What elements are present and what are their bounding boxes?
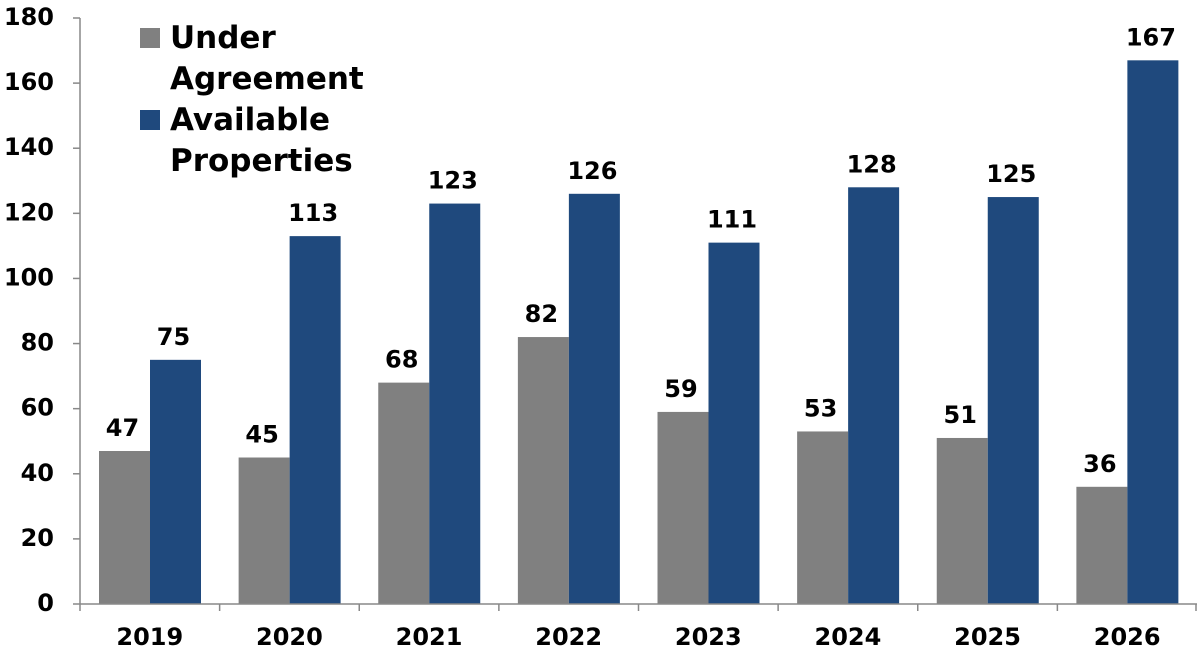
bar (987, 197, 1039, 605)
x-tick-label: 2021 (396, 623, 463, 651)
x-tick-label: 2026 (1094, 623, 1161, 651)
legend: Under Agreement Available Properties (140, 18, 370, 182)
y-tick-label: 0 (37, 589, 54, 617)
bar (289, 236, 341, 604)
data-label: 36 (1083, 450, 1116, 478)
data-label: 126 (567, 157, 617, 185)
legend-label: Available Properties (170, 102, 353, 179)
bar (99, 450, 150, 604)
x-tick-label: 2023 (675, 623, 742, 651)
x-tick-label: 2024 (815, 623, 882, 651)
y-tick-label: 120 (4, 198, 54, 226)
x-tick-label: 2020 (256, 623, 323, 651)
y-tick-label: 180 (4, 3, 54, 31)
bar (936, 437, 988, 604)
data-label: 47 (106, 414, 139, 442)
bar (848, 187, 900, 605)
data-label: 167 (1126, 23, 1176, 51)
data-label: 68 (385, 346, 418, 374)
bar (1076, 486, 1128, 604)
x-tick-label: 2022 (535, 623, 602, 651)
data-label: 45 (245, 421, 278, 449)
bar (150, 359, 201, 604)
bar (378, 382, 430, 604)
data-label: 128 (847, 150, 897, 178)
data-label: 125 (986, 160, 1036, 188)
x-tick-label: 2019 (116, 623, 183, 651)
legend-label: Under Agreement (170, 20, 364, 97)
y-tick-label: 160 (4, 68, 54, 96)
legend-item: Available Properties (140, 100, 370, 182)
bar (708, 242, 760, 604)
y-tick-label: 100 (4, 263, 54, 291)
legend-item: Under Agreement (140, 18, 370, 100)
x-tick-label: 2025 (954, 623, 1021, 651)
data-label: 51 (944, 401, 977, 429)
bar (657, 411, 709, 604)
bar (1127, 60, 1179, 605)
bar (797, 431, 849, 604)
legend-swatch (140, 110, 160, 130)
data-label: 123 (428, 167, 478, 195)
bar (517, 337, 569, 604)
bar (238, 457, 290, 604)
y-tick-label: 60 (21, 394, 54, 422)
y-tick-label: 140 (4, 133, 54, 161)
data-label: 59 (664, 375, 697, 403)
bar (429, 203, 481, 605)
y-tick-label: 20 (21, 524, 54, 552)
data-label: 53 (804, 394, 837, 422)
data-label: 113 (288, 199, 338, 227)
data-label: 111 (707, 206, 757, 234)
legend-swatch (140, 28, 160, 48)
data-label: 82 (525, 300, 558, 328)
y-tick-label: 40 (21, 459, 54, 487)
y-tick-label: 80 (21, 329, 54, 357)
bar (568, 193, 620, 605)
data-label: 75 (157, 323, 190, 351)
